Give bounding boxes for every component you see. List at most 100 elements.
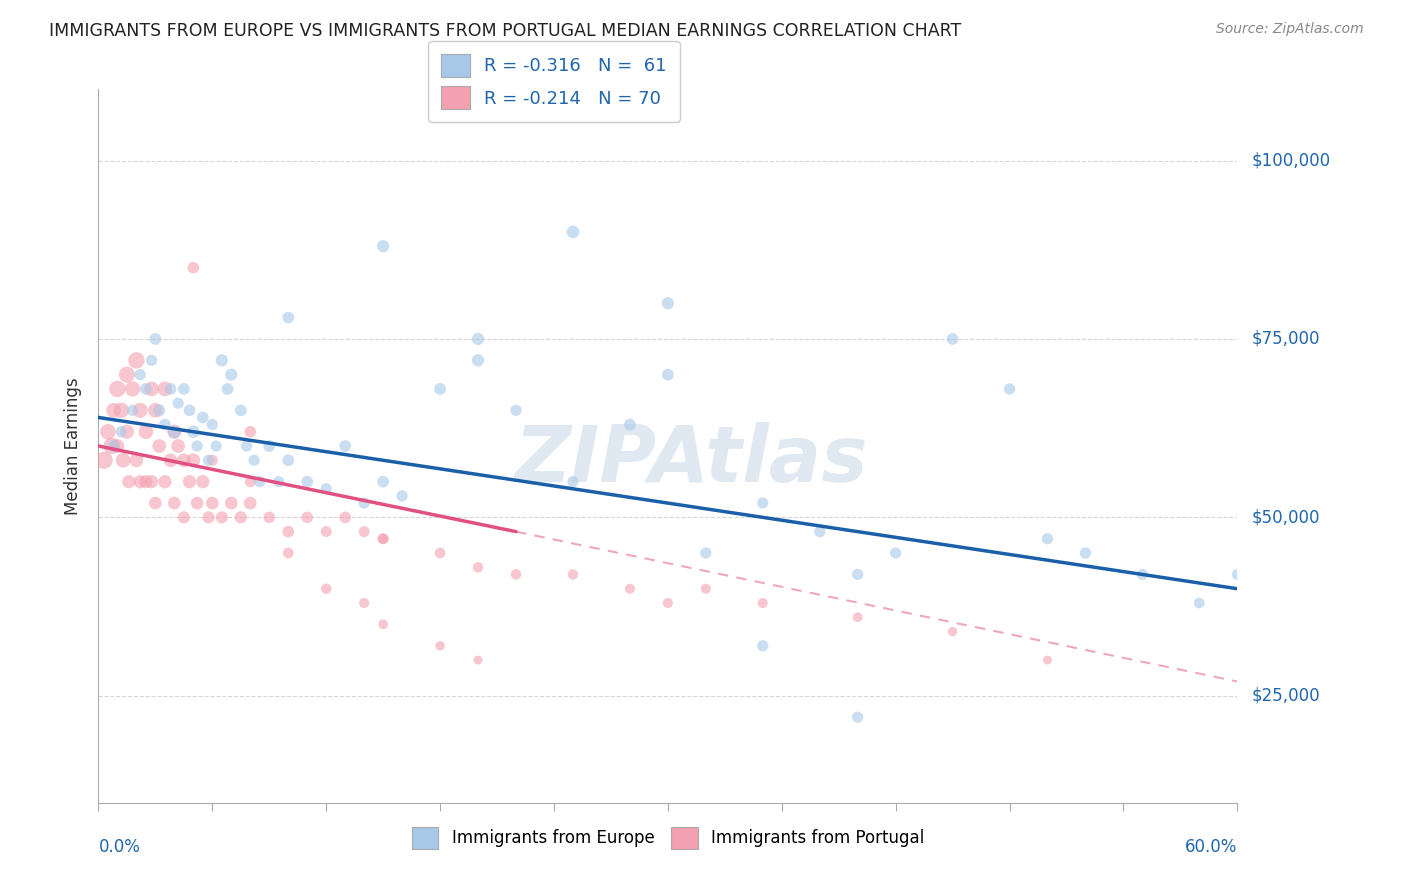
Point (201, 417, 224, 432)
Point (259, 439, 281, 453)
Point (173, 510, 195, 524)
Point (467, 560, 489, 574)
Point (148, 439, 170, 453)
Point (1074, 546, 1097, 560)
Point (179, 475, 201, 489)
Point (998, 382, 1021, 396)
Point (371, 617, 394, 632)
Point (110, 403, 132, 417)
Point (159, 453, 181, 467)
Point (191, 410, 214, 425)
Point (429, 546, 451, 560)
Point (297, 510, 319, 524)
Point (129, 368, 152, 382)
Point (153, 417, 176, 432)
Text: $100,000: $100,000 (1251, 152, 1330, 169)
Point (752, 496, 775, 510)
Point (135, 425, 157, 439)
Point (197, 510, 219, 524)
Point (93, 453, 115, 467)
Point (752, 596, 775, 610)
Point (846, 610, 869, 624)
Point (107, 382, 129, 396)
Point (112, 453, 135, 467)
Point (121, 382, 143, 396)
Point (235, 439, 257, 453)
Point (1036, 653, 1059, 667)
Point (353, 596, 375, 610)
Point (103, 439, 125, 453)
Point (141, 475, 163, 489)
Point (221, 368, 243, 382)
Point (335, 439, 357, 453)
Point (467, 353, 489, 368)
Point (467, 653, 489, 667)
Point (145, 403, 167, 417)
Point (115, 368, 138, 382)
Point (153, 475, 176, 489)
Point (884, 546, 907, 560)
Point (173, 453, 195, 467)
Point (429, 382, 451, 396)
Point (229, 403, 252, 417)
Point (277, 546, 299, 560)
Point (167, 439, 190, 453)
Point (619, 417, 641, 432)
Point (243, 453, 266, 467)
Point (239, 475, 262, 489)
Point (118, 475, 141, 489)
Point (121, 403, 143, 417)
Point (239, 425, 262, 439)
Point (371, 532, 394, 546)
Point (315, 524, 337, 539)
Point (562, 475, 585, 489)
Point (429, 639, 451, 653)
Point (1226, 567, 1249, 582)
Point (110, 425, 132, 439)
Point (315, 582, 337, 596)
Y-axis label: Median Earnings: Median Earnings (65, 377, 83, 515)
Point (183, 453, 205, 467)
Point (267, 475, 290, 489)
Point (657, 296, 679, 310)
Point (100, 439, 122, 453)
Point (153, 382, 176, 396)
Point (141, 382, 163, 396)
Point (846, 567, 869, 582)
Point (277, 524, 299, 539)
Point (277, 453, 299, 467)
Point (135, 382, 157, 396)
Point (148, 403, 170, 417)
Point (135, 475, 157, 489)
Point (201, 496, 224, 510)
Point (335, 510, 357, 524)
Text: Source: ZipAtlas.com: Source: ZipAtlas.com (1216, 22, 1364, 37)
Point (145, 496, 167, 510)
Point (657, 368, 679, 382)
Point (167, 396, 190, 410)
Point (277, 310, 299, 325)
Point (173, 382, 195, 396)
Point (371, 475, 394, 489)
Point (125, 353, 148, 368)
Point (846, 710, 869, 724)
Point (1188, 596, 1211, 610)
Point (183, 260, 205, 275)
Point (467, 332, 489, 346)
Point (315, 482, 337, 496)
Point (562, 225, 585, 239)
Text: $50,000: $50,000 (1251, 508, 1320, 526)
Point (186, 439, 208, 453)
Point (115, 425, 138, 439)
Point (619, 582, 641, 596)
Point (205, 439, 228, 453)
Point (371, 532, 394, 546)
Text: 60.0%: 60.0% (1185, 838, 1237, 856)
Point (145, 332, 167, 346)
Point (211, 510, 233, 524)
Point (657, 596, 679, 610)
Point (129, 475, 152, 489)
Point (186, 496, 208, 510)
Point (942, 624, 965, 639)
Point (695, 546, 717, 560)
